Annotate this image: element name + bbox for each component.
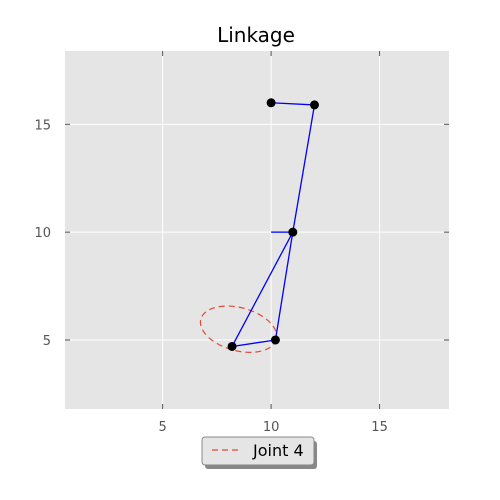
x-tick-label: 10	[263, 420, 280, 435]
joint-point	[266, 98, 276, 108]
grid-lines	[65, 51, 449, 409]
legend-label-joint-4: Joint 4	[252, 441, 304, 460]
link-segment	[292, 104, 316, 233]
joint-point	[309, 100, 319, 110]
x-tick-label: 15	[371, 420, 388, 435]
link-segment	[231, 231, 294, 347]
joint-point	[270, 335, 280, 345]
axis-ticks	[65, 51, 449, 409]
x-tick-label: 5	[158, 420, 166, 435]
y-tick-label: 5	[43, 334, 51, 349]
link-segment	[271, 102, 315, 106]
joint-point	[288, 227, 298, 237]
legend: Joint 4	[201, 436, 317, 469]
y-tick-label: 15	[34, 118, 51, 133]
link-segment	[231, 339, 276, 348]
joints	[227, 98, 319, 351]
link-segment	[274, 232, 294, 341]
plot-area	[65, 51, 449, 409]
tick-labels: 5 10 15 5 10 15	[34, 118, 387, 435]
chart-title: Linkage	[217, 23, 295, 47]
y-tick-label: 10	[34, 226, 51, 241]
joint-point	[227, 341, 237, 351]
legend-box	[201, 436, 315, 466]
